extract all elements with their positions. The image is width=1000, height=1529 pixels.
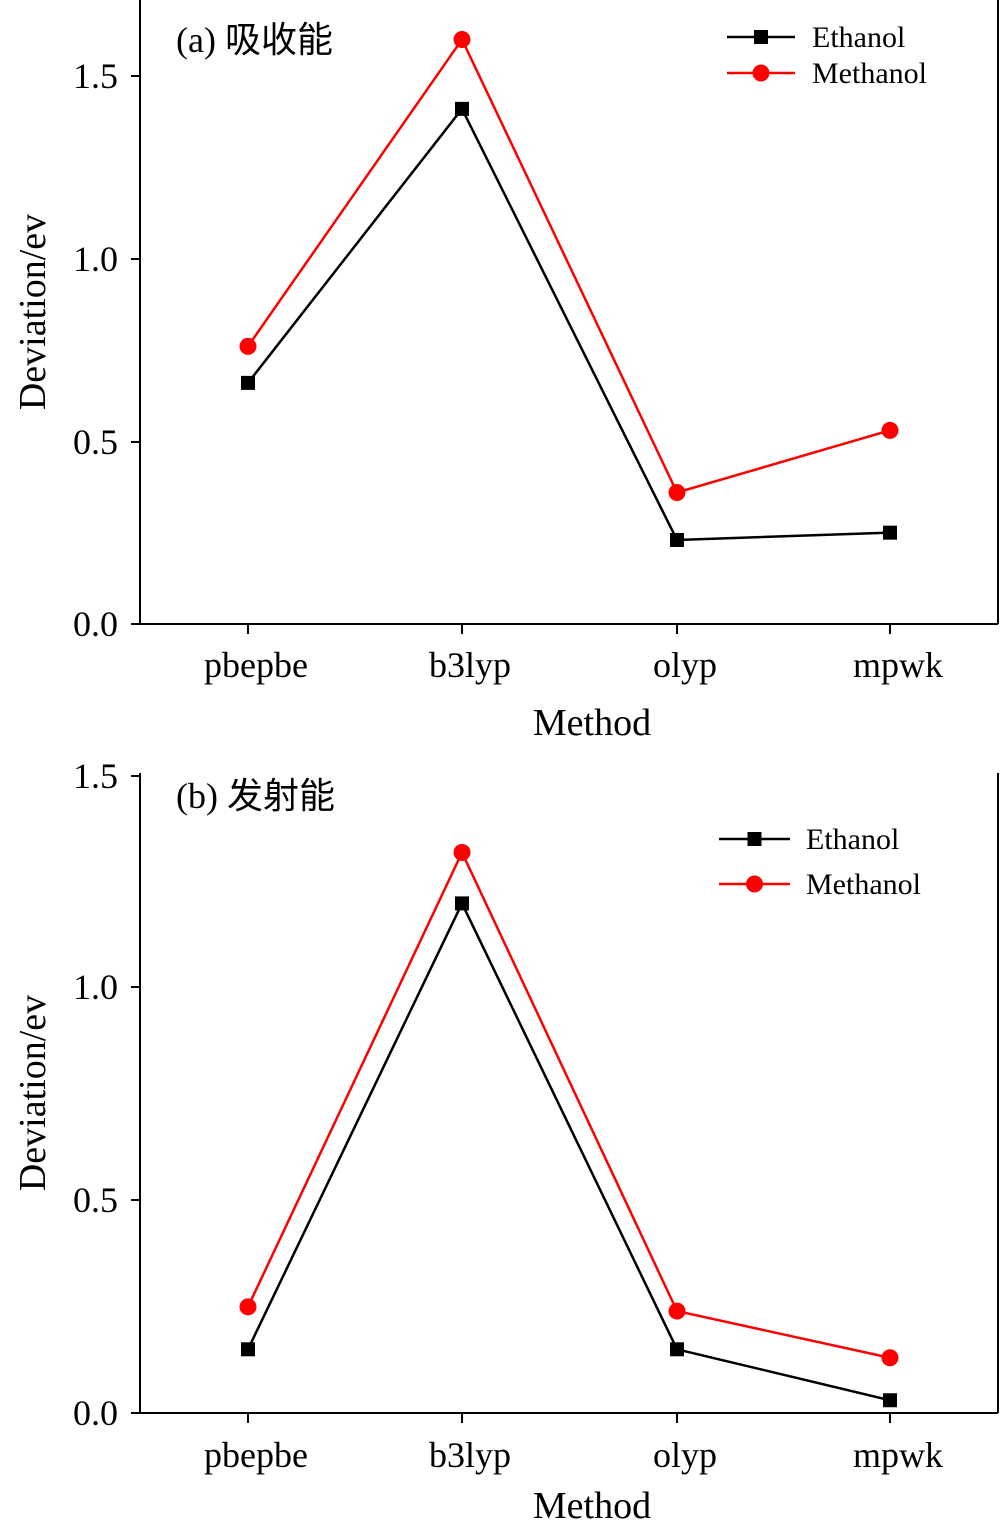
legend: Ethanol Methanol: [719, 823, 921, 901]
x-tick-label: olyp: [653, 645, 717, 685]
panel-title: (b) 发射能: [176, 776, 335, 816]
data-point-methanol: [239, 337, 257, 355]
legend-marker-circle: [752, 64, 770, 82]
legend-marker-square: [747, 832, 762, 846]
data-point-methanol: [668, 1302, 686, 1320]
y-tick-label: 1.0: [73, 239, 118, 279]
series-line-methanol: [246, 849, 891, 1360]
x-tick-label: mpwk: [853, 645, 943, 685]
x-axis-title: Method: [533, 1485, 651, 1527]
data-point-methanol: [453, 843, 471, 861]
data-point-ethanol: [670, 532, 684, 547]
data-point-methanol: [881, 1349, 899, 1367]
chart-panel-a: 0.0 0.5 1.0 1.5 pbepbe b3lyp olyp mpwk Method Dev…: [12, 0, 999, 744]
data-point-methanol: [453, 30, 471, 48]
legend-marker-square: [754, 30, 768, 44]
x-tick-label: pbepbe: [204, 1435, 308, 1475]
legend-label: Ethanol: [812, 21, 905, 54]
data-point-methanol: [668, 483, 686, 501]
panel-title: (a) 吸收能: [176, 20, 333, 60]
y-tick-label: 0.0: [73, 604, 118, 644]
y-tick-label: 0.5: [73, 1180, 118, 1220]
y-tick-label: 1.0: [73, 967, 118, 1007]
series-line-ethanol: [246, 900, 891, 1402]
x-tick-label: pbepbe: [204, 645, 308, 685]
legend-marker-circle: [746, 875, 763, 893]
x-tick-label: olyp: [653, 1435, 717, 1475]
data-point-ethanol: [241, 375, 255, 390]
x-tick-label: b3lyp: [429, 1435, 511, 1475]
y-axis-title: Deviation/ev: [12, 214, 54, 410]
y-axis-title: Deviation/ev: [12, 995, 54, 1191]
data-point-methanol: [239, 1298, 257, 1316]
data-point-ethanol: [455, 896, 469, 911]
x-axis-title: Method: [533, 702, 651, 744]
data-point-ethanol: [241, 1342, 255, 1357]
chart-panel-b: 0.0 0.5 1.0 1.5 pbepbe b3lyp olyp mpwk Method Dev…: [12, 756, 999, 1527]
data-point-ethanol: [883, 525, 897, 540]
series-line-ethanol: [247, 106, 891, 542]
y-tick-label: 0.5: [73, 422, 118, 462]
x-tick-label: mpwk: [853, 1435, 943, 1475]
data-point-methanol: [881, 421, 899, 439]
legend-label: Methanol: [812, 57, 927, 90]
x-tick-label: b3lyp: [429, 645, 511, 685]
data-point-ethanol: [670, 1342, 684, 1357]
series-line-methanol: [246, 36, 891, 494]
y-tick-label: 1.5: [73, 56, 118, 96]
legend-label: Ethanol: [806, 823, 899, 856]
legend-label: Methanol: [806, 868, 921, 901]
y-tick-label: 0.0: [73, 1393, 118, 1433]
data-point-ethanol: [455, 101, 469, 116]
y-tick-label: 1.5: [73, 756, 118, 796]
data-point-ethanol: [883, 1393, 897, 1408]
